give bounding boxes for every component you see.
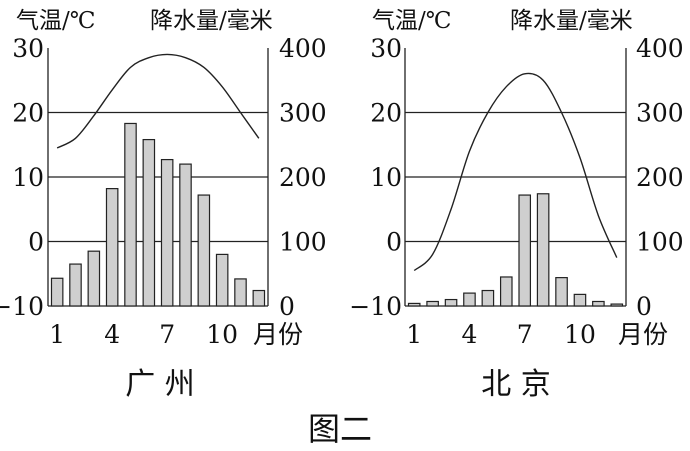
beijing-precip-bar: [481, 289, 495, 307]
beijing-precip-tick-label: 300: [636, 99, 684, 128]
guangzhou-precip-bar: [142, 138, 156, 307]
beijing-temp-tick-label: 20: [370, 99, 402, 128]
beijing-precip-bar: [463, 292, 476, 307]
left-month-unit-label: 月份: [253, 320, 303, 349]
guangzhou-temperature-line: [56, 53, 260, 149]
beijing-precip-bar: [407, 302, 421, 307]
guangzhou-precip-tick-label: 200: [279, 163, 327, 192]
beijing-precip-bar: [518, 194, 532, 307]
beijing-precip-tick-label: 200: [636, 163, 684, 192]
beijing-precip-bar: [610, 303, 624, 307]
beijing-precip-tick-label: 0: [636, 292, 652, 321]
guangzhou-precip-bar: [197, 194, 211, 307]
guangzhou-month-tick-label: 4: [104, 320, 120, 349]
guangzhou-temp-tick-label: −10: [0, 292, 44, 321]
right-temp-unit-label: 气温/℃: [372, 8, 451, 34]
beijing-precip-bar: [573, 293, 587, 307]
beijing-precip-bar: [555, 277, 568, 307]
beijing-month-tick-label: 1: [406, 320, 422, 349]
left-precip-unit-label: 降水量/毫米: [150, 8, 273, 34]
guangzhou-precip-tick-label: 300: [279, 99, 327, 128]
beijing-temp-tick-label: 10: [370, 163, 402, 192]
beijing-temp-tick-label: −10: [349, 292, 402, 321]
guangzhou-precip-bar: [252, 289, 266, 307]
beijing-precip-tick-label: 400: [636, 34, 684, 63]
guangzhou-precip-bar: [215, 253, 229, 307]
guangzhou-precip-tick-label: 100: [279, 228, 327, 257]
figure-title: 图二: [308, 410, 372, 448]
right-chart-title: 北 京: [481, 367, 551, 402]
left-chart-title: 广 州: [125, 367, 195, 402]
right-month-unit-label: 月份: [618, 320, 668, 349]
beijing-month-tick-label: 4: [462, 320, 478, 349]
beijing-month-tick-label: 10: [564, 320, 596, 349]
beijing-precip-tick-label: 100: [636, 228, 684, 257]
guangzhou-precip-bar: [124, 122, 137, 307]
beijing-month-tick-label: 7: [517, 320, 533, 349]
beijing-temp-tick-label: 30: [370, 34, 402, 63]
beijing-precip-bar: [536, 193, 550, 307]
guangzhou-precip-bar: [234, 278, 247, 307]
guangzhou-month-tick-label: 7: [159, 320, 175, 349]
guangzhou-precip-tick-label: 0: [279, 292, 295, 321]
right-precip-unit-label: 降水量/毫米: [510, 8, 633, 34]
guangzhou-temp-tick-label: 20: [12, 99, 44, 128]
beijing-temp-tick-label: 0: [386, 228, 402, 257]
guangzhou-precip-bar: [179, 163, 192, 307]
beijing-precip-bar: [426, 300, 439, 307]
beijing-temperature-line: [413, 72, 618, 272]
beijing-precip-bar: [444, 298, 458, 307]
left-temp-unit-label: 气温/℃: [16, 8, 95, 34]
guangzhou-temp-tick-label: 0: [28, 228, 44, 257]
beijing-precip-bar: [499, 276, 513, 307]
guangzhou-precip-bar: [87, 250, 101, 307]
beijing-precip-bar: [592, 300, 605, 307]
guangzhou-temp-tick-label: 10: [12, 163, 44, 192]
guangzhou-precip-bar: [160, 158, 174, 307]
guangzhou-temp-tick-label: 30: [12, 34, 44, 63]
guangzhou-precip-tick-label: 400: [279, 34, 327, 63]
guangzhou-month-tick-label: 10: [206, 320, 238, 349]
guangzhou-precip-bar: [69, 263, 82, 307]
guangzhou-precip-bar: [105, 188, 119, 307]
guangzhou-month-tick-label: 1: [49, 320, 65, 349]
guangzhou-precip-bar: [50, 277, 64, 307]
